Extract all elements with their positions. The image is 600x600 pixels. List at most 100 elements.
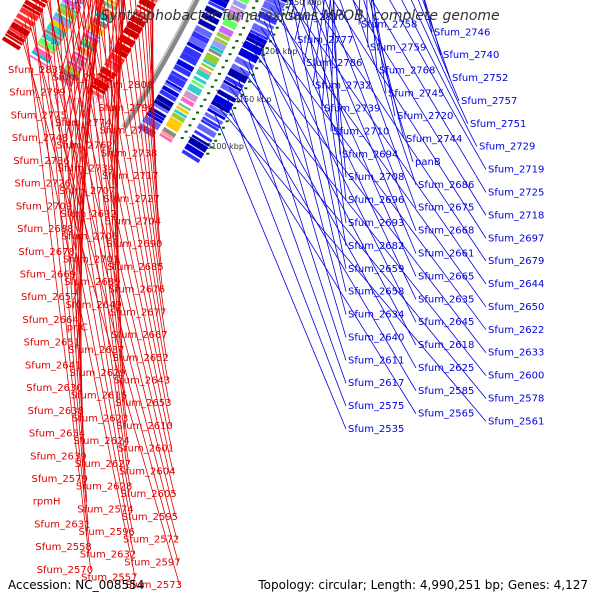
gene-connector	[329, 0, 347, 178]
gene-label: Sfum_2677	[110, 307, 166, 318]
gene-label: Sfum_2561	[488, 416, 544, 427]
reverse-gene	[176, 58, 195, 73]
gene-connector	[266, 13, 347, 315]
cog-gene	[214, 36, 228, 46]
gene-connector	[291, 0, 347, 269]
gene-connector	[115, 0, 119, 283]
gene-connector	[308, 0, 417, 254]
cog-gene	[228, 8, 243, 18]
gene-label: Sfum_2623	[72, 413, 128, 424]
gene-label: Sfum_2585	[418, 386, 474, 397]
tick-mark	[288, 0, 292, 2]
gene-connector	[19, 30, 180, 586]
gene-label: Sfum_2744	[406, 134, 462, 145]
cog-gene	[175, 105, 190, 115]
gene-label: Sfum_2726	[15, 179, 71, 190]
gene-connector	[417, 0, 460, 102]
gene-label: Sfum_2748	[12, 133, 68, 144]
gene-connector	[321, 0, 331, 109]
gene-connector	[106, 0, 119, 78]
gene-connector	[311, 0, 487, 262]
reverse-gene	[167, 73, 187, 89]
gene-label: Sfum_2757	[461, 96, 517, 107]
gene-connector	[96, 0, 124, 373]
gene-label: Sfum_2694	[342, 149, 398, 160]
forward-gene	[125, 20, 143, 34]
gene-label: Sfum_2729	[479, 142, 535, 153]
gene-connector	[352, 0, 417, 185]
kbp-label: 3250 kbp	[284, 0, 322, 7]
gene-label: Sfum_2629	[69, 368, 125, 379]
gene-connector	[41, 0, 89, 525]
gene-label: Sfum_2719	[488, 165, 544, 176]
cog-gene	[59, 2, 79, 16]
gene-connector	[370, 0, 378, 71]
tick-mark	[275, 26, 279, 29]
gene-label: Sfum_2676	[109, 285, 165, 296]
gene-label: Sfum_R0054	[54, 95, 117, 106]
gene-connector	[68, 0, 101, 184]
gene-connector	[410, 0, 469, 124]
reverse-gene	[242, 40, 264, 56]
gene-label: Sfum_2654	[29, 429, 85, 440]
gene-label: Sfum_2707	[59, 186, 115, 197]
gene-label: Sfum_2649	[65, 300, 121, 311]
tick-mark	[258, 60, 262, 63]
reverse-gene	[152, 102, 169, 114]
gene-connector	[277, 0, 347, 292]
gene-connector	[422, 0, 451, 79]
gene-connector	[66, 0, 130, 464]
kbp-label: 3100 kbp	[206, 142, 244, 151]
cog-gene	[73, 0, 85, 5]
gene-label: Sfum_2708	[348, 172, 404, 183]
gene-connector	[65, 0, 96, 139]
gene-label: Sfum_2821	[52, 73, 108, 84]
gene-connector	[110, 0, 167, 358]
gene-label: Sfum_2688	[17, 224, 73, 235]
gene-label: Sfum_2628	[76, 482, 132, 493]
forward-gene	[40, 0, 49, 4]
gene-connector	[72, 0, 84, 434]
tick-mark	[232, 46, 236, 49]
gene-connector	[260, 27, 487, 331]
gene-connector	[72, 0, 103, 252]
gene-connector	[339, 0, 417, 208]
gene-label: Sfum_2558	[35, 542, 91, 553]
gene-connector	[246, 54, 347, 361]
gene-label: Sfum_2635	[418, 294, 474, 305]
gene-label: Sfum_2717	[102, 171, 158, 182]
gene-connector	[214, 113, 347, 430]
gene-label: Sfum_2675	[418, 203, 474, 214]
gene-label: Sfum_2764	[99, 126, 155, 137]
gene-connector	[150, 0, 156, 154]
gene-label: Sfum_2624	[73, 436, 129, 447]
tick-mark	[207, 92, 211, 95]
gene-label: Sfum_2739	[324, 104, 380, 115]
reverse-gene	[202, 116, 221, 129]
gene-connector	[134, 0, 162, 267]
reverse-gene	[227, 67, 249, 84]
tick-mark	[268, 40, 272, 43]
gene-connector	[324, 0, 417, 231]
cog-gene	[159, 132, 173, 143]
gene-connector	[270, 7, 487, 308]
gene-label: panB	[415, 157, 441, 168]
reverse-gene	[173, 64, 192, 78]
gene-label: Sfum_2535	[348, 424, 404, 435]
cog-gene	[186, 83, 203, 96]
cog-gene	[198, 66, 212, 76]
gene-label: Sfum_2644	[488, 279, 544, 290]
reverse-gene	[238, 47, 260, 64]
gene-label: Sfum_2790	[98, 103, 154, 114]
gene-connector	[322, 0, 347, 201]
gene-connector	[38, 0, 133, 533]
reverse-gene	[153, 98, 172, 112]
gene-connector	[35, 2, 178, 540]
gene-label: Sfum_2759	[370, 43, 426, 54]
gene-connector	[117, 0, 166, 336]
accession-label: Accession: NC_008554	[8, 578, 145, 592]
tick-mark	[235, 40, 239, 43]
gene-connector	[288, 0, 487, 285]
reverse-gene	[170, 70, 188, 82]
reverse-gene	[255, 17, 275, 30]
